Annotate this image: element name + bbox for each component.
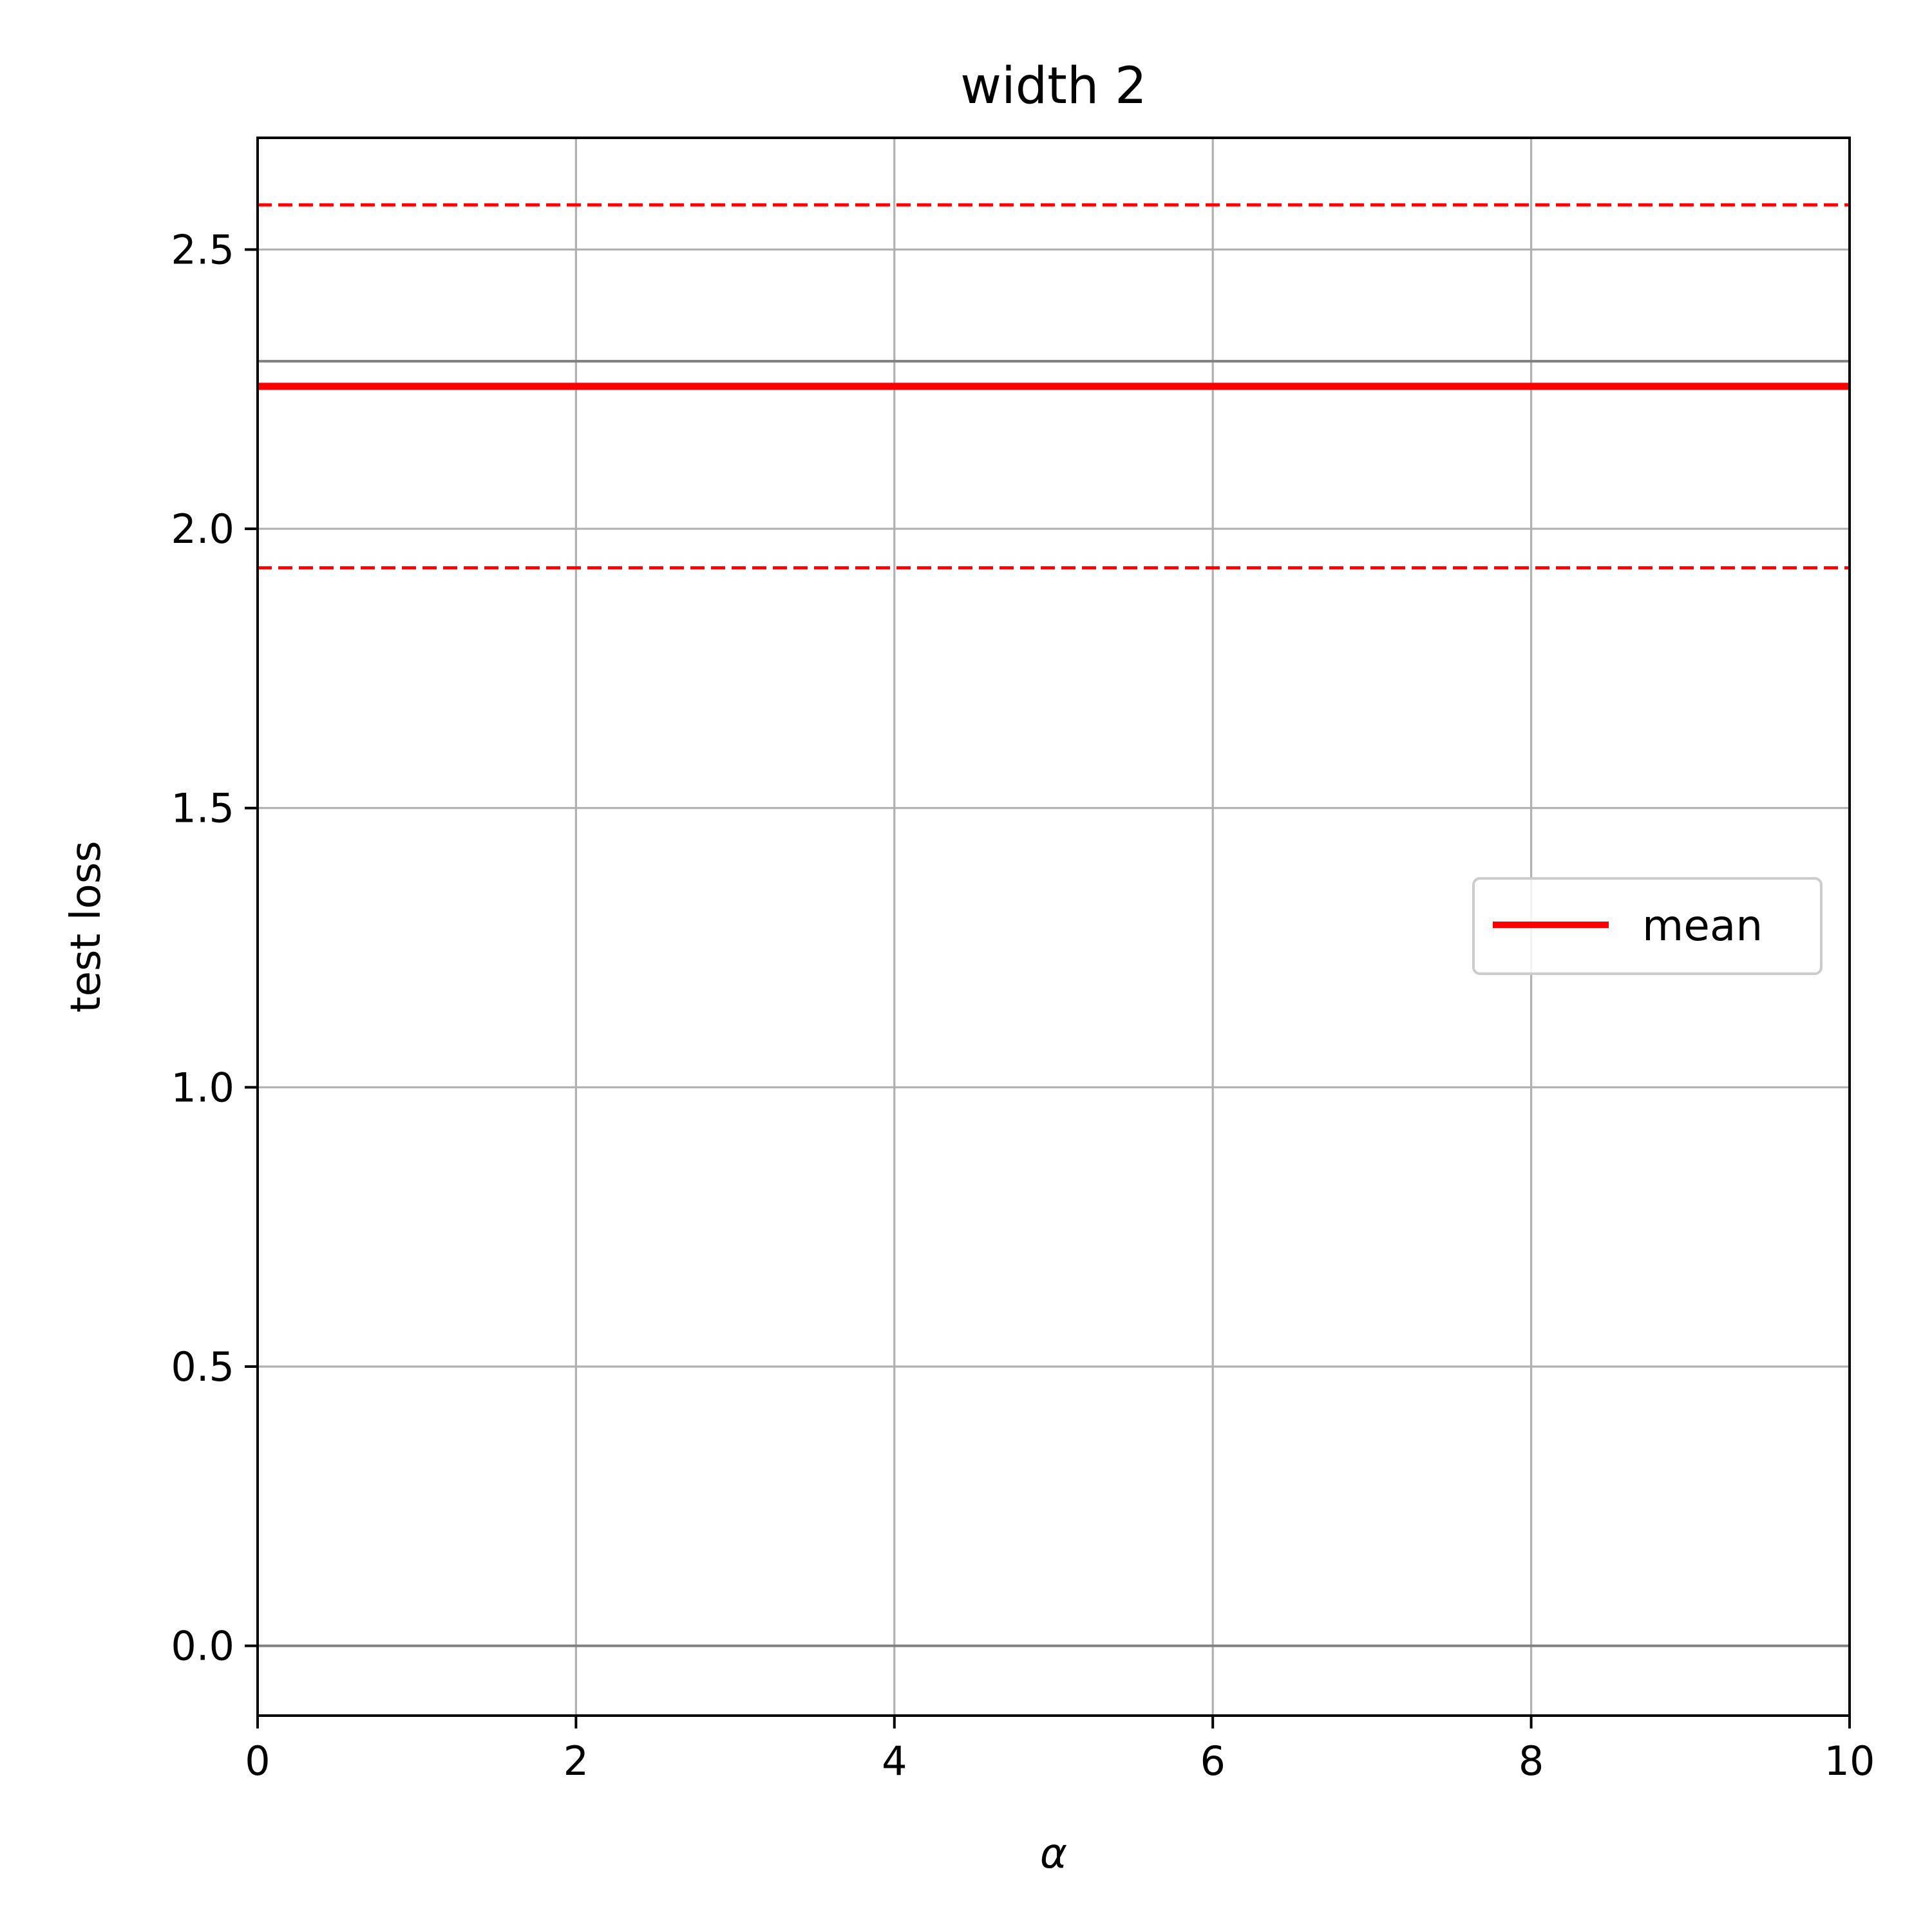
y-tick-label-0: 0.0	[171, 1623, 234, 1670]
legend-label-mean: mean	[1642, 901, 1763, 951]
x-tick-label-0: 0	[245, 1738, 270, 1785]
x-tick-label-5: 10	[1824, 1738, 1875, 1785]
x-tick-label-1: 2	[564, 1738, 589, 1785]
x-axis-label: α	[1040, 1830, 1067, 1878]
chart-title: width 2	[960, 57, 1146, 115]
y-tick-label-1: 0.5	[171, 1343, 234, 1390]
y-tick-label-4: 2.0	[171, 506, 234, 553]
y-tick-label-3: 1.5	[171, 785, 234, 832]
y-tick-label-2: 1.0	[171, 1064, 234, 1111]
x-tick-label-4: 8	[1519, 1738, 1544, 1785]
x-tick-label-2: 4	[882, 1738, 907, 1785]
y-tick-label-5: 2.5	[171, 226, 234, 273]
y-axis-label: test loss	[62, 841, 110, 1013]
legend: mean	[1472, 877, 1823, 975]
legend-box	[1472, 877, 1823, 975]
x-tick-label-3: 6	[1200, 1738, 1225, 1785]
axes-frame	[256, 137, 1851, 1717]
